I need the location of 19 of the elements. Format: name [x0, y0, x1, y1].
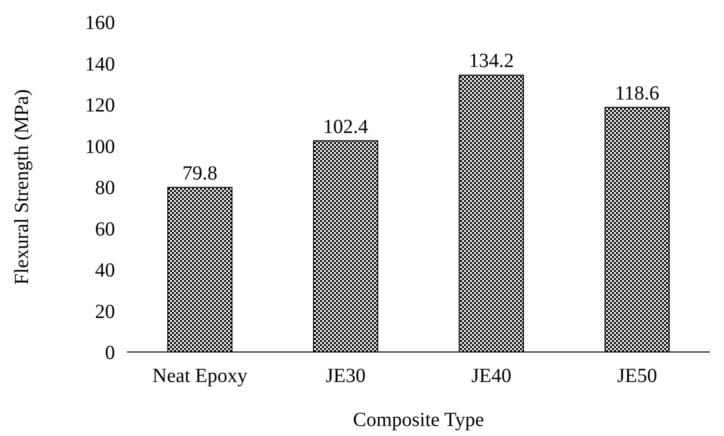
y-tick-label: 20 — [95, 300, 115, 323]
y-tick-label: 40 — [95, 260, 115, 282]
y-tick-label: 100 — [85, 136, 115, 158]
data-label: 79.8 — [182, 162, 218, 184]
y-tick-label: 80 — [95, 177, 115, 199]
y-tick-label: 120 — [85, 94, 115, 116]
x-tick-label: JE50 — [617, 365, 658, 387]
y-tick-label: 60 — [95, 218, 115, 240]
data-label: 134.2 — [468, 50, 514, 72]
y-tick-label: 0 — [105, 342, 115, 364]
y-tick-label: 140 — [85, 53, 115, 76]
x-tick-label: JE30 — [326, 365, 366, 387]
y-axis-title: Flexural Strength (MPa) — [11, 89, 33, 285]
x-tick-label: Neat Epoxy — [152, 365, 248, 387]
x-tick-label: JE40 — [471, 365, 512, 387]
y-tick-label: 160 — [85, 12, 115, 34]
data-label: 118.6 — [614, 82, 660, 104]
x-axis-title: Composite Type — [352, 409, 484, 431]
data-label: 102.4 — [323, 116, 368, 138]
